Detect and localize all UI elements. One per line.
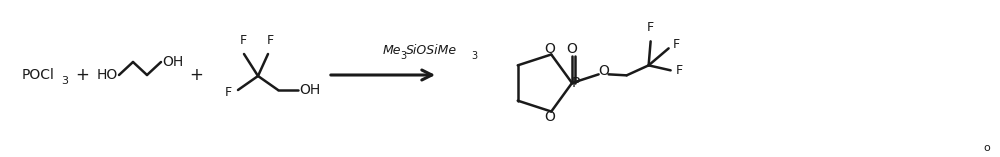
Text: F: F bbox=[239, 34, 247, 47]
Text: F: F bbox=[676, 64, 683, 77]
Text: Me: Me bbox=[383, 44, 402, 57]
Text: F: F bbox=[673, 38, 680, 51]
Text: O: O bbox=[544, 42, 555, 57]
Text: P: P bbox=[571, 76, 580, 90]
Text: O: O bbox=[598, 64, 609, 78]
Text: OH: OH bbox=[162, 55, 183, 69]
Text: OH: OH bbox=[299, 83, 320, 97]
Text: F: F bbox=[266, 34, 274, 47]
Text: 3: 3 bbox=[472, 51, 478, 61]
Text: POCl: POCl bbox=[22, 68, 55, 82]
Text: SiOSiMe: SiOSiMe bbox=[406, 44, 457, 57]
Text: HO: HO bbox=[97, 68, 118, 82]
Text: F: F bbox=[225, 86, 232, 98]
Text: 3: 3 bbox=[400, 51, 407, 61]
Text: F: F bbox=[647, 21, 654, 34]
Text: o: o bbox=[984, 143, 990, 153]
Text: 3: 3 bbox=[61, 76, 68, 86]
Text: O: O bbox=[544, 110, 555, 124]
Text: O: O bbox=[567, 42, 577, 56]
Text: +: + bbox=[75, 66, 89, 84]
Text: +: + bbox=[189, 66, 203, 84]
